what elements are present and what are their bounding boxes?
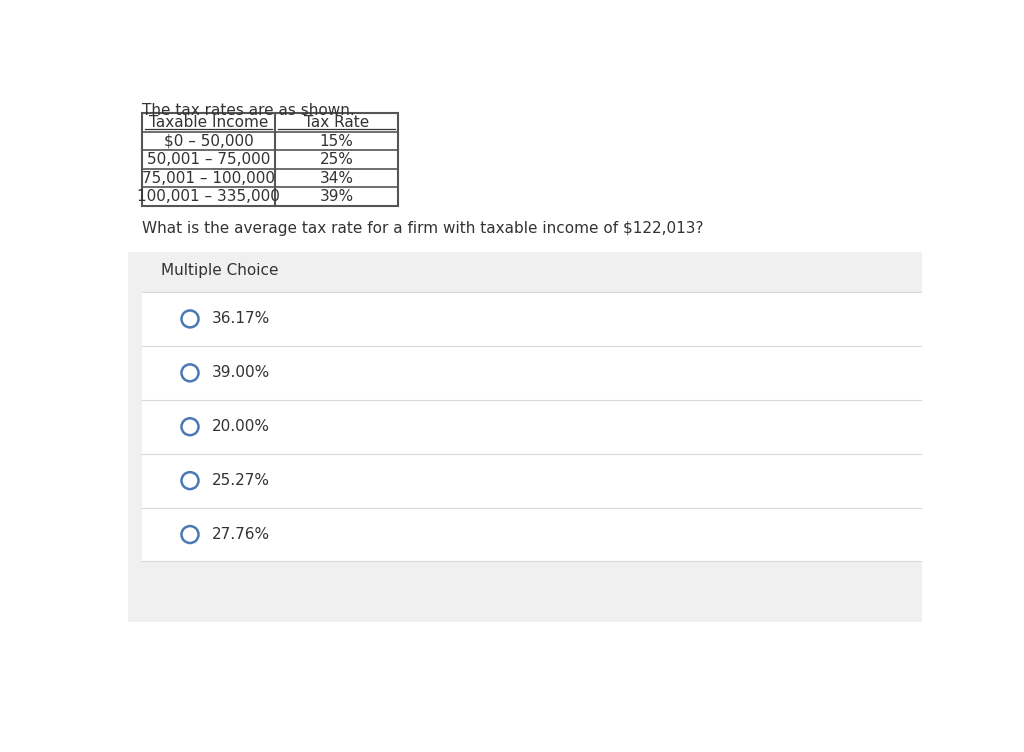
Bar <box>142 114 397 206</box>
Text: What is the average tax rate for a firm with taxable income of $122,013?: What is the average tax rate for a firm … <box>142 221 703 236</box>
Bar <box>128 252 922 622</box>
Text: 25%: 25% <box>319 152 353 167</box>
Circle shape <box>181 311 199 327</box>
Text: 15%: 15% <box>319 134 353 149</box>
Bar <box>142 508 922 562</box>
Bar <box>142 453 922 508</box>
Text: Taxable Income: Taxable Income <box>148 115 268 130</box>
Text: 75,001 – 100,000: 75,001 – 100,000 <box>142 171 275 186</box>
Text: 25.27%: 25.27% <box>212 473 269 488</box>
Circle shape <box>181 472 199 489</box>
Text: $0 – 50,000: $0 – 50,000 <box>164 134 254 149</box>
Circle shape <box>181 526 199 543</box>
Text: 27.76%: 27.76% <box>212 527 270 542</box>
Text: 39.00%: 39.00% <box>212 365 270 381</box>
Text: 39%: 39% <box>319 189 353 204</box>
Text: 36.17%: 36.17% <box>212 311 270 326</box>
Circle shape <box>181 418 199 435</box>
Circle shape <box>181 365 199 381</box>
Bar <box>142 292 922 346</box>
Text: Tax Rate: Tax Rate <box>304 115 369 130</box>
Text: 50,001 – 75,000: 50,001 – 75,000 <box>146 152 270 167</box>
Bar <box>142 346 922 400</box>
Text: Multiple Choice: Multiple Choice <box>161 263 279 278</box>
Text: 100,001 – 335,000: 100,001 – 335,000 <box>137 189 280 204</box>
Text: 20.00%: 20.00% <box>212 419 269 434</box>
Text: 34%: 34% <box>319 171 353 186</box>
Bar <box>142 400 922 453</box>
Text: The tax rates are as shown.: The tax rates are as shown. <box>142 103 354 118</box>
